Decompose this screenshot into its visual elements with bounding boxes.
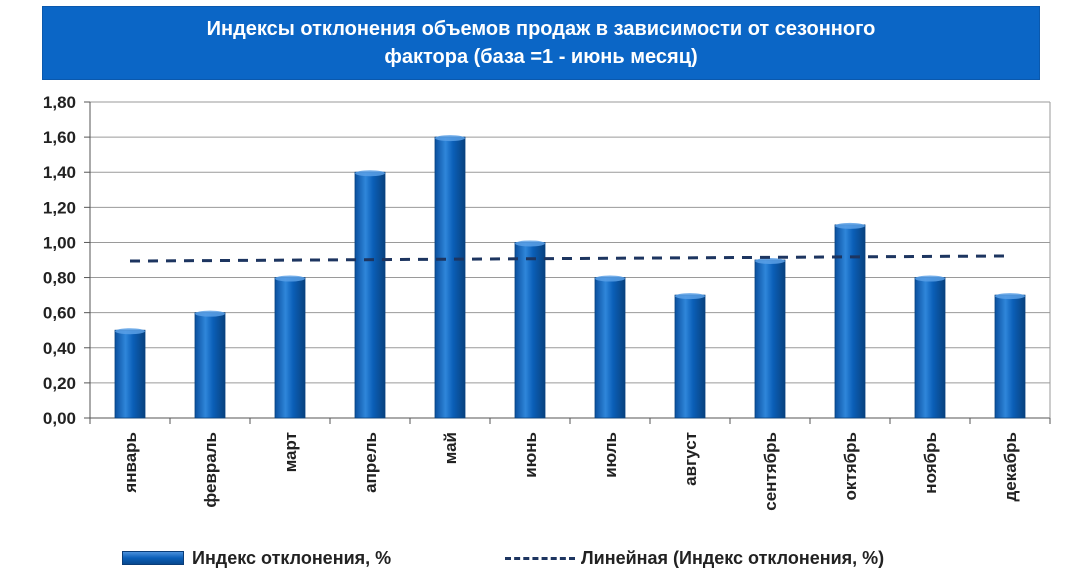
- bar-cap: [915, 275, 945, 282]
- bar: [514, 242, 546, 419]
- legend-trend-label: Линейная (Индекс отклонения, %): [581, 547, 885, 568]
- x-tick-label: декабрь: [1001, 432, 1020, 502]
- x-tick-label: август: [681, 432, 700, 486]
- bar: [834, 224, 866, 419]
- bar: [354, 171, 386, 419]
- legend-trend-swatch: [505, 556, 575, 560]
- bar-cap: [995, 293, 1025, 300]
- bar: [194, 312, 226, 419]
- legend-item-series: Индекс отклонения, %: [122, 540, 391, 576]
- x-axis-ticks: январь февраль март апрель май июнь июль август…: [89, 418, 1051, 511]
- trendline: [129, 254, 1011, 263]
- bar-cap: [275, 275, 305, 282]
- y-tick-label: 0,80: [43, 269, 76, 288]
- x-tick-label: март: [281, 432, 300, 472]
- legend-item-trend: Линейная (Индекс отклонения, %): [505, 540, 884, 576]
- bar-cap: [835, 222, 865, 229]
- bar: [274, 277, 306, 419]
- x-tick-label: июль: [601, 432, 620, 478]
- bars: [114, 135, 1026, 419]
- y-tick-label: 1,40: [43, 163, 76, 182]
- bar: [914, 277, 946, 419]
- bar-cap: [195, 310, 225, 317]
- chart-title-line-1: Индексы отклонения объемов продаж в зави…: [206, 18, 876, 40]
- bar-cap: [595, 275, 625, 282]
- y-tick-label: 0,00: [43, 409, 76, 428]
- y-tick-label: 1,20: [43, 198, 76, 217]
- y-tick-label: 0,60: [43, 304, 76, 323]
- bar: [594, 277, 626, 419]
- y-tick-label: 0,20: [43, 374, 76, 393]
- y-tick-label: 0,40: [43, 339, 76, 358]
- chart-title-banner: Индексы отклонения объемов продаж в зави…: [42, 6, 1040, 80]
- x-tick-label: июнь: [521, 432, 540, 478]
- x-tick-label: ноябрь: [921, 432, 940, 494]
- legend-series-label: Индекс отклонения, %: [192, 547, 392, 568]
- bar-cap: [355, 170, 385, 177]
- x-tick-label: февраль: [201, 432, 220, 508]
- bar-cap: [515, 240, 545, 247]
- bar-cap: [675, 293, 705, 300]
- y-axis-ticks: 0,00 0,20 0,40 0,60 0,80 1,00 1,20 1,40 1,60 1,80: [43, 93, 90, 428]
- x-tick-label: май: [441, 432, 460, 464]
- legend: Индекс отклонения, % Линейная (Индекс от…: [0, 540, 1075, 576]
- x-tick-label: октябрь: [841, 432, 860, 500]
- x-tick-label: апрель: [361, 432, 380, 493]
- y-tick-label: 1,00: [43, 233, 76, 252]
- trend-line: [129, 254, 1011, 263]
- bar: [674, 294, 706, 419]
- bar-chart: 0,00 0,20 0,40 0,60 0,80 1,00 1,20 1,40 1,60 1,80…: [43, 93, 1051, 511]
- y-tick-label: 1,80: [43, 93, 76, 112]
- legend-bar-swatch: [122, 551, 184, 565]
- bar-cap: [755, 258, 785, 264]
- bar: [434, 136, 466, 419]
- bar-cap: [435, 135, 465, 142]
- gridlines: [90, 101, 1050, 384]
- x-tick-label: сентябрь: [761, 432, 780, 511]
- bar: [114, 329, 146, 419]
- bar: [994, 294, 1026, 419]
- bar-cap: [115, 328, 145, 335]
- chart-title-line-2: фактора (база =1 - июнь месяц): [384, 46, 698, 68]
- x-tick-label: январь: [121, 432, 140, 494]
- bar: [754, 259, 786, 419]
- y-tick-label: 1,60: [43, 128, 76, 147]
